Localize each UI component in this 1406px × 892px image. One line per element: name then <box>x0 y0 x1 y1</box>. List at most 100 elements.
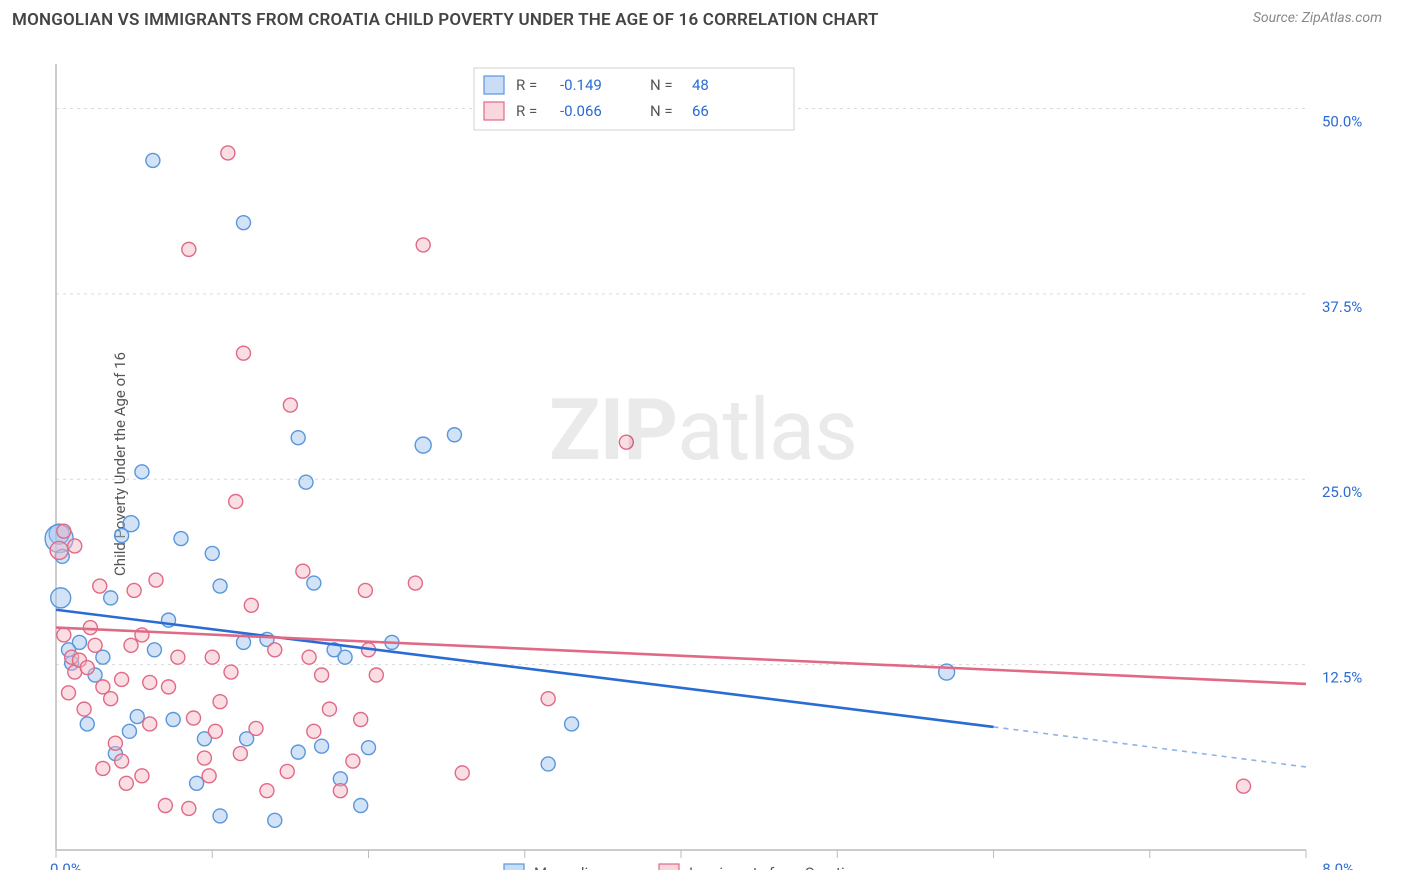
data-point <box>146 153 160 167</box>
data-point <box>283 398 297 412</box>
data-point <box>80 717 94 731</box>
data-point <box>415 437 431 453</box>
data-point <box>354 799 368 813</box>
x-tick-label: 8.0% <box>1322 860 1354 870</box>
data-point <box>1237 779 1251 793</box>
data-point <box>354 712 368 726</box>
data-point <box>233 747 247 761</box>
data-point <box>224 665 238 679</box>
data-point <box>174 532 188 546</box>
data-point <box>291 431 305 445</box>
data-point <box>237 216 251 230</box>
data-point <box>135 769 149 783</box>
data-point <box>88 638 102 652</box>
data-point <box>127 583 141 597</box>
legend-swatch <box>659 864 679 870</box>
trend-line <box>56 610 994 727</box>
data-point <box>143 717 157 731</box>
data-point <box>93 579 107 593</box>
data-point <box>369 668 383 682</box>
trend-line <box>56 628 1306 684</box>
data-point <box>147 643 161 657</box>
legend-label: Immigrants from Croatia <box>689 864 853 870</box>
data-point <box>135 465 149 479</box>
trend-line-extrapolated <box>994 727 1307 767</box>
data-point <box>108 736 122 750</box>
data-point <box>122 724 136 738</box>
data-point <box>104 591 118 605</box>
data-point <box>197 751 211 765</box>
data-point <box>244 598 258 612</box>
data-point <box>338 650 352 664</box>
data-point <box>62 686 76 700</box>
data-point <box>143 675 157 689</box>
data-point <box>187 711 201 725</box>
data-point <box>115 672 129 686</box>
svg-text:N =: N = <box>650 102 673 120</box>
legend-swatch <box>484 76 504 94</box>
data-point <box>565 717 579 731</box>
data-point <box>447 428 461 442</box>
data-point <box>237 346 251 360</box>
data-point <box>190 776 204 790</box>
data-point <box>291 745 305 759</box>
data-point <box>115 529 129 543</box>
data-point <box>57 628 71 642</box>
y-tick-label: 37.5% <box>1322 298 1362 316</box>
data-point <box>80 661 94 675</box>
data-point <box>455 766 469 780</box>
header: MONGOLIAN VS IMMIGRANTS FROM CROATIA CHI… <box>0 0 1406 30</box>
legend-n-value: 66 <box>692 102 709 120</box>
data-point <box>149 573 163 587</box>
svg-text:R =: R = <box>516 76 537 94</box>
svg-text:N =: N = <box>650 76 673 94</box>
legend-swatch <box>484 102 504 120</box>
y-tick-label: 25.0% <box>1322 483 1362 501</box>
data-point <box>333 784 347 798</box>
data-point <box>51 588 71 608</box>
data-point <box>205 546 219 560</box>
data-point <box>166 712 180 726</box>
data-point <box>96 761 110 775</box>
data-point <box>408 576 422 590</box>
data-point <box>50 541 68 559</box>
legend-label: Mongolians <box>534 864 612 870</box>
data-point <box>416 238 430 252</box>
data-point <box>302 650 316 664</box>
data-point <box>208 724 222 738</box>
data-point <box>171 650 185 664</box>
data-point <box>362 741 376 755</box>
legend-r-value: -0.066 <box>560 102 602 120</box>
data-point <box>358 583 372 597</box>
data-point <box>57 524 71 538</box>
data-point <box>280 764 294 778</box>
legend-r-value: -0.149 <box>560 76 602 94</box>
data-point <box>205 650 219 664</box>
data-point <box>119 776 133 790</box>
data-point <box>104 692 118 706</box>
chart-area: Child Poverty Under the Age of 16 12.5%2… <box>0 36 1406 892</box>
data-point <box>115 754 129 768</box>
data-point <box>307 724 321 738</box>
data-point <box>202 769 216 783</box>
data-point <box>221 146 235 160</box>
data-point <box>541 757 555 771</box>
y-tick-label: 50.0% <box>1322 112 1362 130</box>
data-point <box>182 242 196 256</box>
y-tick-label: 12.5% <box>1322 669 1362 687</box>
data-point <box>213 695 227 709</box>
source-link[interactable]: ZipAtlas.com <box>1302 10 1382 26</box>
data-point <box>182 801 196 815</box>
data-point <box>213 579 227 593</box>
chart-source: Source: ZipAtlas.com <box>1253 10 1382 26</box>
data-point <box>68 539 82 553</box>
legend-swatch <box>504 864 524 870</box>
scatter-chart: 12.5% 25.0% 37.5% 50.0% 0.0% 8.0% R = -0.149 N =… <box>44 50 1374 870</box>
data-point <box>307 576 321 590</box>
data-point <box>260 784 274 798</box>
x-tick-label: 0.0% <box>50 860 82 870</box>
data-point <box>158 799 172 813</box>
data-point <box>268 813 282 827</box>
data-point <box>315 739 329 753</box>
legend-n-value: 48 <box>692 76 709 94</box>
